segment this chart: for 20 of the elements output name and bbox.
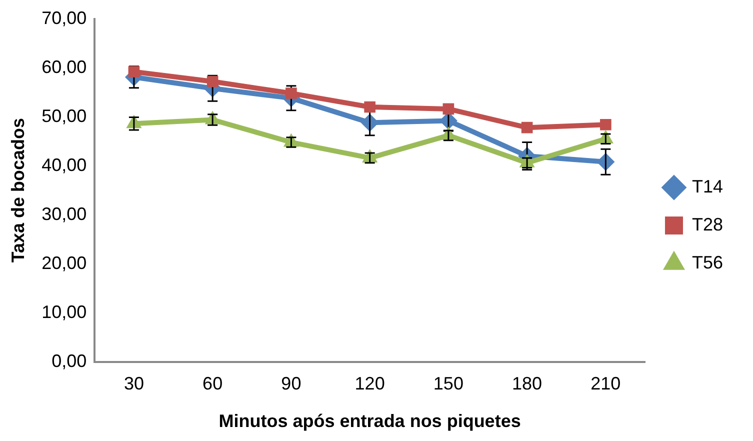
legend-label: T56: [692, 252, 724, 272]
y-tick-label: 40,00: [42, 154, 87, 175]
legend-label: T28: [692, 214, 724, 234]
x-tick-label: 210: [590, 374, 621, 394]
y-tick-label: 0,00: [52, 350, 87, 371]
x-axis-title: Minutos após entrada nos piquetes: [218, 411, 521, 432]
x-tick-label: 120: [354, 374, 385, 394]
y-tick-label: 30,00: [42, 204, 87, 224]
y-tick-label: 20,00: [42, 252, 87, 273]
x-tick-label: 30: [124, 374, 144, 394]
x-tick-label: 180: [512, 374, 542, 394]
x-tick-label: 150: [433, 374, 464, 394]
y-tick-label: 70,00: [42, 8, 87, 28]
y-tick-label: 50,00: [42, 106, 87, 126]
y-axis-title: Taxa de bocados: [8, 118, 28, 263]
x-tick-label: 60: [202, 374, 223, 394]
x-tick-label: 90: [281, 374, 302, 394]
y-tick-label: 10,00: [42, 302, 87, 322]
y-tick-label: 60,00: [42, 56, 87, 77]
legend-label: T14: [692, 176, 724, 196]
